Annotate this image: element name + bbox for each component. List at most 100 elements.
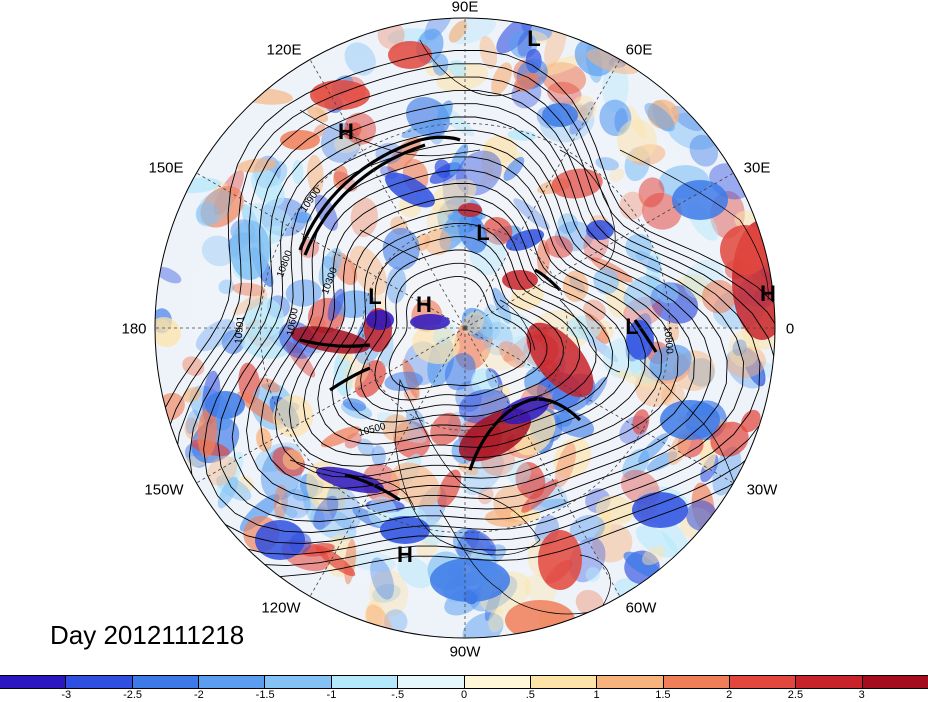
anomaly-patch [412,324,460,365]
height-contour [303,196,630,456]
anomaly-patch [602,61,629,113]
height-contour [374,262,548,401]
anomaly-patch [182,387,201,403]
anomaly-patch [510,508,541,522]
high-center-marker: H [397,542,413,567]
anomaly-patch [482,304,501,341]
anomaly-patch [370,557,395,600]
anomaly-patch [258,377,280,393]
anomaly-patch [444,352,476,391]
anomaly-patch [638,177,665,208]
meridian-line [464,327,621,597]
anomaly-core [586,220,614,240]
meridian-line [196,327,466,484]
anomaly-patch [217,476,238,509]
anomaly-patch [326,484,362,530]
anomaly-patch [291,159,304,185]
anomaly-patch [554,410,595,438]
polar-map [154,17,776,639]
anomaly-patch [586,48,640,75]
anomaly-patch [386,266,407,304]
lon-label-150w: 150W [144,481,184,499]
anomaly-core [366,310,394,330]
anomaly-core [502,270,538,290]
anomaly-patch [221,329,245,355]
colorbar-swatch [796,676,863,688]
height-contours [155,50,775,578]
anomaly-patch [307,154,324,195]
colorbar-tick-label: 0 [460,689,468,701]
colorbar-swatch [663,676,730,688]
jet-streak-contour [299,338,371,348]
anomaly-patch [483,216,513,245]
meridian-line [464,172,734,329]
anomaly-patch [644,102,675,132]
anomaly-patch [625,233,653,261]
anomaly-patch [344,42,376,76]
anomaly-patch [742,347,766,387]
anomaly-patch [430,412,461,446]
anomaly-patch [614,370,661,389]
colorbar-tick-label: -2.5 [123,689,143,701]
anomaly-patch [482,322,513,356]
anomaly-patch [293,211,312,224]
colorbar-tick-label: -1.5 [255,689,275,701]
high-center-marker: H [760,281,776,306]
anomaly-patch [216,451,244,499]
anomaly-patch [318,247,343,287]
height-contour [188,89,761,545]
anomaly-patch [544,24,567,67]
anomaly-core [632,492,688,528]
anomaly-patch [623,551,662,578]
anomaly-patch [609,168,625,183]
meridian-line [309,59,466,329]
anomaly-patch [357,438,375,457]
anomaly-core [720,225,770,275]
anomaly-patch [498,341,526,369]
anomaly-patch [659,517,690,558]
coastline [394,378,541,556]
colorbar-swatch [862,676,928,688]
jet-streak-contour [534,268,562,292]
anomaly-patch [315,545,356,577]
colorbar-tick-label: 2 [726,689,733,701]
anomaly-core [205,391,245,419]
colorbar-swatch [398,676,465,688]
lon-label-120w: 120W [261,599,301,617]
meridian-line [464,327,734,484]
colorbar-swatch [132,676,200,688]
anomaly-patch [689,134,719,167]
anomaly-core [672,180,728,220]
anomaly-patch [629,144,666,166]
jet-streak-contour [329,366,371,392]
anomaly-patch [195,319,236,352]
anomaly-patch [462,310,484,335]
anomaly-patch [617,119,657,162]
coastlines [289,39,769,615]
anomaly-patch [657,281,679,304]
anomaly-core [542,103,578,127]
anomaly-patch [595,157,619,171]
lon-label-0: 0 [785,320,795,338]
anomaly-patch [282,449,304,470]
anomaly-patch [350,197,378,238]
anomaly-patch [517,31,533,57]
colorbar-tick-label: -3 [61,689,72,701]
height-contour [331,222,597,434]
coastline [289,459,416,511]
height-contour [317,209,613,445]
anomaly-patch [635,525,678,558]
colorbar [0,675,928,689]
anomaly-patch [201,235,236,267]
anomaly-core [430,558,510,602]
coastline [619,149,769,301]
coastline [639,359,741,501]
anomaly-core [410,314,450,330]
anomaly-patch [237,158,277,173]
colorbar-tick-label: .5 [525,689,535,701]
anomaly-patch [725,349,764,389]
meridian-line [309,327,466,597]
anomaly-patch [632,409,650,435]
colorbar-swatch [597,676,664,688]
anomaly-patch [510,284,544,311]
